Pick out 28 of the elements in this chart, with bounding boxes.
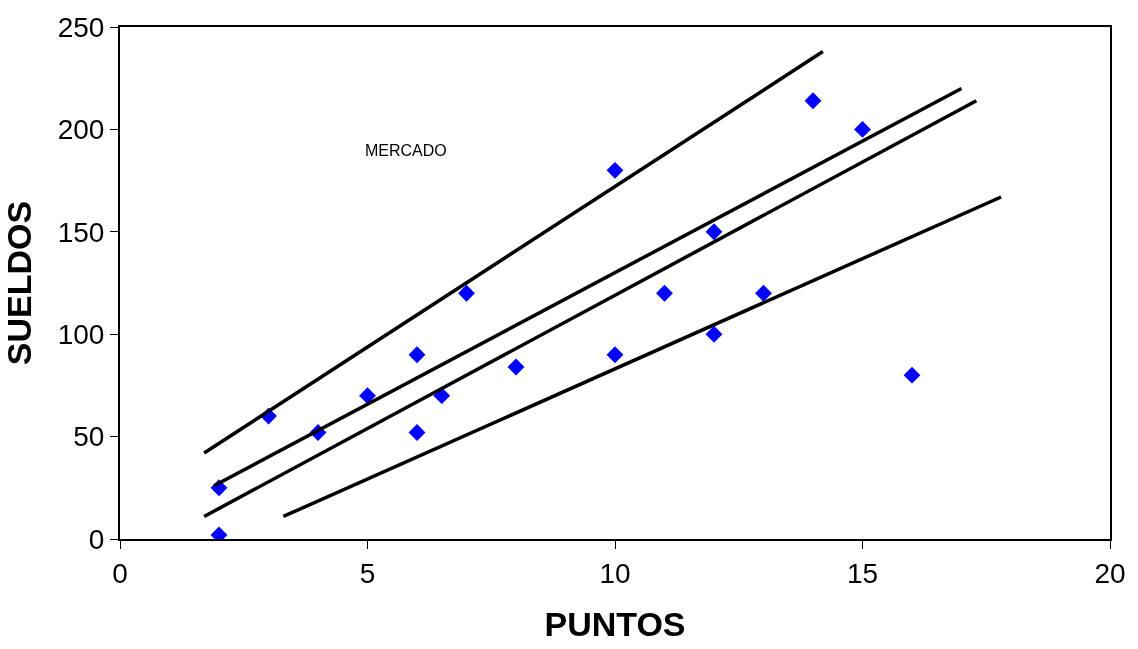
point: [408, 346, 426, 364]
point: [656, 284, 673, 302]
y-tick-label: 50: [73, 421, 105, 453]
point: [606, 346, 624, 364]
point: [705, 325, 723, 343]
y-tick-label: 250: [57, 11, 105, 43]
annotation: MERCADO: [365, 142, 447, 159]
point: [903, 366, 921, 384]
y-axis-title: SUELDOS: [0, 200, 38, 366]
point: [359, 387, 376, 405]
point: [458, 284, 475, 302]
x-tick-label: 0: [112, 557, 128, 589]
x-tick-label: 5: [359, 557, 376, 589]
point: [804, 92, 822, 110]
point: [705, 223, 723, 241]
point: [854, 120, 871, 138]
point: [408, 424, 426, 441]
y-tick-label: 100: [57, 319, 105, 350]
point: [606, 161, 624, 179]
y-tick-label: 200: [57, 114, 105, 146]
point: [755, 284, 772, 302]
x-axis-title: PUNTOS: [544, 605, 686, 644]
x-tick-label: 20: [1094, 557, 1126, 589]
x-tick-label: 10: [599, 557, 631, 589]
point: [507, 358, 525, 376]
x-tick-label: 15: [846, 557, 879, 589]
y-tick-label: 0: [88, 523, 105, 555]
y-tick-label: 150: [57, 216, 105, 248]
